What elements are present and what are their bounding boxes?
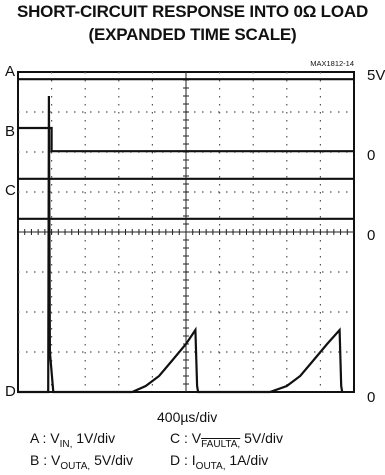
ground-label-a: 5V xyxy=(367,67,385,84)
ground-label-d: 0 xyxy=(367,389,375,406)
channel-letter-a: A xyxy=(5,63,15,80)
chart-title-line-1: SHORT-CIRCUIT RESPONSE INTO 0Ω LOAD xyxy=(16,2,369,21)
legend-b: B : VOUTA, 5V/div xyxy=(30,452,133,472)
channel-letter-d: D xyxy=(5,383,16,400)
trace-d xyxy=(18,95,344,394)
legend-d: D : IOUTA, 1A/div xyxy=(170,452,269,472)
legend-c: C : VFAULTA, 5V/div xyxy=(170,430,284,450)
chart-title-line-2: (EXPANDED TIME SCALE) xyxy=(88,25,297,44)
ground-label-c2: 0 xyxy=(367,227,375,244)
trace-b xyxy=(18,126,354,153)
channel-letter-c: C xyxy=(5,182,16,199)
time-scale-label: 400µs/div xyxy=(157,409,218,425)
legend-a: A : VIN, 1V/div xyxy=(30,430,116,450)
ground-label-b: 0 xyxy=(367,147,375,164)
figure-id: MAX1812-14 xyxy=(310,59,354,68)
channel-letter-b: B xyxy=(5,123,15,140)
